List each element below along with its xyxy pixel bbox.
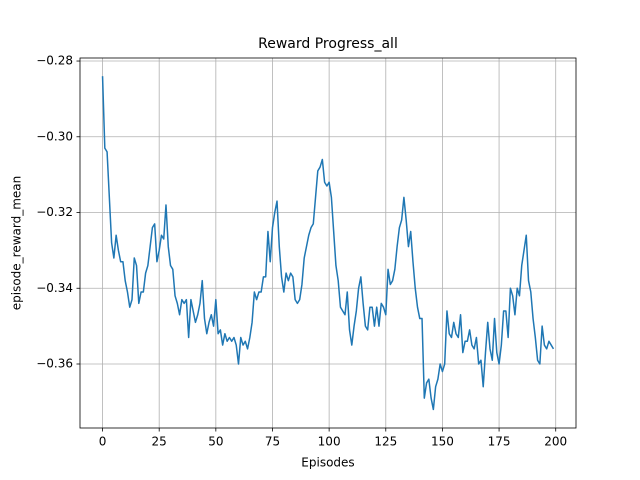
y-axis-label: episode_reward_mean: [10, 176, 24, 311]
data-line: [101, 76, 555, 411]
x-tick-label: 100: [318, 435, 341, 449]
x-tick-label: 25: [152, 435, 167, 449]
y-tick-label: −0.34: [36, 281, 73, 295]
y-tick-label: −0.32: [36, 205, 73, 219]
x-axis-label: Episodes: [301, 456, 354, 470]
y-tick-label: −0.30: [36, 129, 73, 143]
x-tick-label: 200: [544, 435, 567, 449]
x-tick-label: 175: [488, 435, 511, 449]
x-tick-label: 150: [431, 435, 454, 449]
x-tick-label: 50: [208, 435, 223, 449]
x-tick-label: 75: [265, 435, 280, 449]
y-tick-label: −0.36: [36, 356, 73, 370]
plot-frame: [79, 57, 577, 429]
y-tick-label: −0.28: [36, 54, 73, 68]
chart-title: Reward Progress_all: [258, 36, 398, 52]
x-tick-label: 125: [374, 435, 397, 449]
x-tick-label: 0: [99, 435, 107, 449]
